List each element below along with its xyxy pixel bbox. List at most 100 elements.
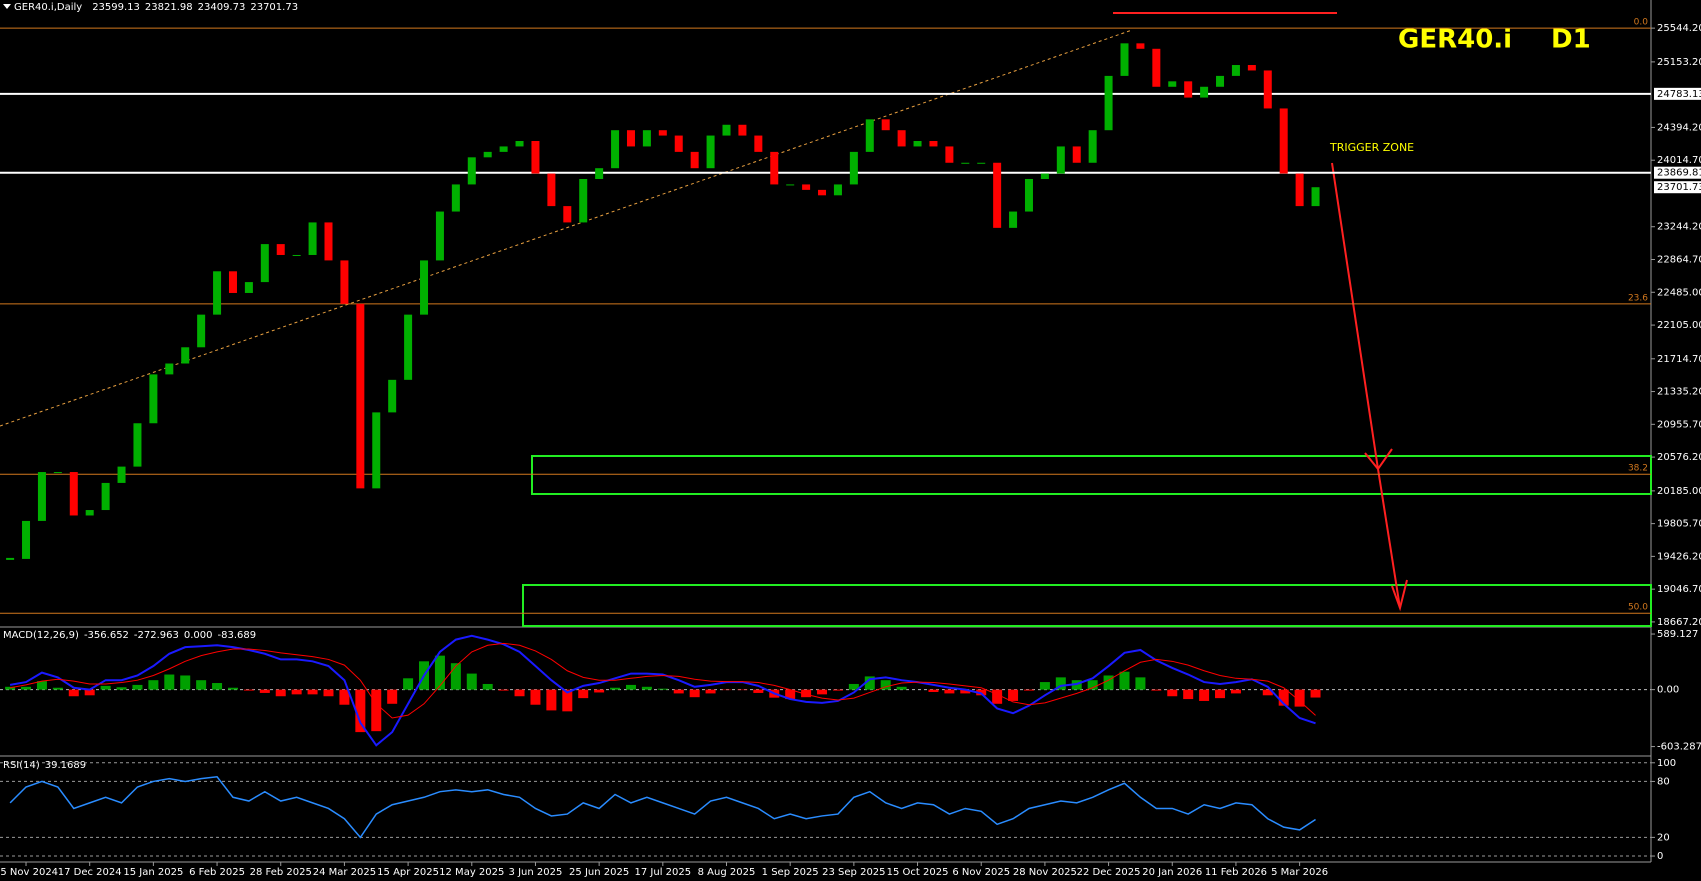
histogram-bar bbox=[689, 689, 700, 698]
histogram-bar bbox=[514, 689, 525, 697]
candle bbox=[1279, 108, 1288, 174]
histogram-bar bbox=[212, 683, 223, 690]
x-tick-label: 6 Feb 2025 bbox=[189, 867, 245, 878]
candle bbox=[1231, 65, 1240, 76]
histogram-bar bbox=[1278, 689, 1289, 706]
candle bbox=[467, 157, 476, 185]
candle bbox=[897, 130, 906, 147]
candle bbox=[611, 130, 620, 169]
histogram-bar bbox=[52, 687, 63, 690]
candle bbox=[340, 260, 349, 304]
candle bbox=[372, 412, 381, 489]
histogram-bar bbox=[434, 655, 445, 690]
candle bbox=[642, 130, 651, 147]
candle bbox=[849, 151, 858, 185]
y-tick-label: 19046.70 bbox=[1657, 584, 1701, 595]
candle bbox=[388, 379, 397, 413]
candle bbox=[149, 374, 158, 424]
histogram-bar bbox=[100, 685, 111, 690]
candle bbox=[324, 222, 333, 261]
histogram-bar bbox=[1262, 689, 1273, 696]
candle bbox=[929, 141, 938, 147]
candle bbox=[1295, 173, 1304, 207]
candle bbox=[1136, 43, 1145, 49]
indicator-readout: -83.689 bbox=[218, 630, 257, 641]
histogram-bar bbox=[848, 683, 859, 690]
histogram-bar bbox=[498, 689, 509, 691]
histogram-bar bbox=[307, 689, 318, 695]
current-price: 23701.73 bbox=[1657, 182, 1701, 193]
price-label: 23869.81 bbox=[1657, 168, 1701, 179]
candle bbox=[228, 271, 237, 293]
candle bbox=[818, 189, 827, 196]
candle bbox=[1056, 146, 1065, 174]
x-tick-label: 17 Dec 2024 bbox=[58, 867, 122, 878]
histogram-bar bbox=[1167, 689, 1178, 697]
candle bbox=[244, 282, 253, 293]
price-label-box bbox=[1654, 87, 1701, 100]
candle bbox=[1040, 173, 1049, 179]
indicator-line bbox=[9, 775, 1316, 839]
candle bbox=[1104, 75, 1113, 131]
candle bbox=[420, 260, 429, 315]
histogram-bar bbox=[5, 686, 16, 690]
candle bbox=[165, 363, 174, 375]
y-tick-label: 20955.70 bbox=[1657, 419, 1701, 430]
candle bbox=[117, 466, 126, 483]
candle bbox=[451, 184, 460, 212]
candle bbox=[6, 557, 15, 560]
y-tick-label: 25153.20 bbox=[1657, 57, 1701, 68]
histogram-bar bbox=[562, 689, 573, 712]
candle bbox=[1263, 70, 1272, 109]
candle bbox=[770, 151, 779, 185]
zone-box bbox=[531, 455, 1652, 495]
candle bbox=[658, 130, 667, 136]
y-tick-label: 22485.00 bbox=[1657, 287, 1701, 298]
histogram-bar bbox=[116, 687, 127, 690]
histogram-bar bbox=[1294, 689, 1305, 707]
y-tick-label: 19426.20 bbox=[1657, 551, 1701, 562]
candle bbox=[1216, 75, 1225, 87]
histogram-bar bbox=[1199, 689, 1210, 701]
histogram-bar bbox=[148, 680, 159, 690]
indicator-readout: -356.652 bbox=[84, 630, 129, 641]
histogram-bar bbox=[243, 689, 254, 691]
histogram-bar bbox=[21, 686, 32, 690]
fib-label: 23.6 bbox=[1628, 293, 1648, 303]
histogram-bar bbox=[610, 687, 621, 690]
indicator-title: MACD(12,26,9) bbox=[3, 630, 79, 641]
candle bbox=[722, 124, 731, 136]
histogram-bar bbox=[530, 689, 541, 705]
histogram-bar bbox=[1183, 689, 1194, 700]
price-label: 24783.13 bbox=[1657, 89, 1701, 100]
histogram-bar bbox=[1039, 682, 1050, 690]
histogram-bar bbox=[657, 688, 668, 690]
candle bbox=[1072, 146, 1081, 163]
candle bbox=[945, 146, 954, 163]
histogram-bar bbox=[466, 673, 477, 690]
candle bbox=[1184, 81, 1193, 98]
y-tick-label: 25544.20 bbox=[1657, 23, 1701, 34]
candle bbox=[1200, 86, 1209, 98]
x-tick-label: 17 Jul 2025 bbox=[635, 867, 692, 878]
histogram-bar bbox=[896, 686, 907, 690]
candle bbox=[181, 347, 190, 364]
candle bbox=[865, 119, 874, 152]
candle bbox=[977, 162, 986, 164]
histogram-bar bbox=[1055, 677, 1066, 690]
price-label-box bbox=[1654, 166, 1701, 179]
candle bbox=[1311, 187, 1320, 207]
candle bbox=[833, 184, 842, 196]
histogram-bar bbox=[196, 680, 207, 690]
histogram-bar bbox=[259, 689, 270, 693]
candle bbox=[22, 520, 31, 559]
y-tick-label: 24014.70 bbox=[1657, 155, 1701, 166]
candle bbox=[483, 151, 492, 158]
candle bbox=[85, 510, 94, 516]
y-tick-label: 20 bbox=[1657, 832, 1670, 843]
y-tick-label: 100 bbox=[1657, 758, 1676, 769]
y-tick-label: 0 bbox=[1657, 851, 1663, 862]
fib-label: 0.0 bbox=[1634, 18, 1649, 28]
ohlc-value: 23701.73 bbox=[250, 2, 298, 13]
candle bbox=[674, 135, 683, 152]
